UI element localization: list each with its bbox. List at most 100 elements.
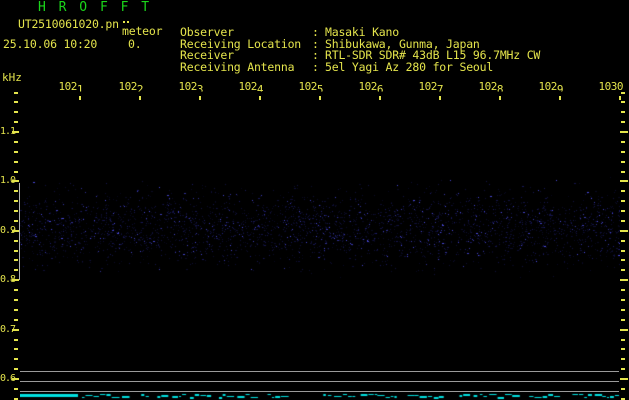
x-axis-label: 1027 (418, 80, 444, 96)
y-axis-minor-tick (14, 140, 18, 143)
y-axis-minor-tick-right (621, 150, 625, 153)
y-axis-minor-tick (14, 387, 18, 390)
x-axis-label: 1029 (538, 80, 564, 96)
y-axis-minor-tick-right (621, 91, 625, 94)
y-axis-minor-tick (14, 397, 18, 400)
info-label: Receiving Antenna (180, 59, 295, 74)
y-axis-minor-tick-right (621, 348, 625, 351)
y-axis-major-tick-right (620, 131, 628, 134)
info-value: Shibukawa, Gunma, Japan (325, 36, 480, 51)
y-axis-minor-tick (14, 121, 18, 124)
y-axis-minor-tick-right (621, 210, 625, 213)
x-axis-label: 1030 (598, 80, 624, 93)
y-axis-major-tick-right (620, 229, 628, 232)
y-axis-major-tick-right (620, 279, 628, 282)
y-axis-minor-tick-right (621, 101, 625, 104)
y-axis-minor-tick-right (621, 140, 625, 143)
y-axis-label: 0.9 (0, 224, 16, 236)
bottom-separator-line (20, 371, 619, 372)
y-axis-minor-tick-right (621, 190, 625, 193)
y-axis-minor-tick (14, 219, 18, 222)
file-name-label: UT2510061020.pn (18, 17, 119, 31)
y-axis-minor-tick (14, 150, 18, 153)
y-axis-unit-label: kHz (2, 71, 22, 84)
x-minute-tick (379, 96, 381, 100)
y-axis-minor-tick (14, 111, 18, 114)
bottom-separator-line (20, 391, 619, 392)
y-axis-major-tick (12, 229, 19, 232)
echo-count-label: 0. (128, 37, 142, 51)
y-axis-minor-tick-right (621, 397, 625, 400)
y-axis-major-tick-right (620, 180, 628, 183)
y-axis-minor-tick-right (621, 358, 625, 361)
y-axis-minor-tick-right (621, 170, 625, 173)
info-label: Receiving Location (180, 36, 302, 51)
y-axis-major-tick (12, 180, 19, 183)
bottom-separator-line (20, 381, 619, 382)
y-axis-minor-tick (14, 338, 18, 341)
info-value: RTL-SDR SDR# 43dB L15 96.7MHz CW (325, 48, 541, 63)
info-separator: : (312, 48, 319, 63)
x-minute-tick (139, 96, 141, 100)
y-axis-major-tick (12, 279, 19, 282)
y-axis-minor-tick (14, 91, 18, 94)
info-value: Masaki Kano (325, 25, 399, 40)
y-axis-minor-tick-right (621, 387, 625, 390)
station-info: Observer: Masaki Kano Receiving Location:… (180, 4, 540, 74)
y-axis-minor-tick (14, 160, 18, 163)
y-axis-label: 1.0 (0, 175, 16, 187)
info-label: Receiver (180, 48, 234, 63)
x-axis-label: 1022 (118, 80, 144, 96)
x-minute-tick (319, 96, 321, 100)
info-separator: : (312, 36, 319, 51)
y-axis-minor-tick-right (621, 269, 625, 272)
y-axis-minor-tick (14, 210, 18, 213)
info-row-receiver: Receiver: RTL-SDR SDR# 43dB L15 96.7MHz C… (180, 50, 540, 62)
y-axis-minor-tick (14, 298, 18, 301)
y-axis-minor-tick-right (621, 219, 625, 222)
info-separator: : (312, 59, 319, 74)
y-axis-label: 0.6 (0, 373, 16, 385)
left-edge-marker-line (19, 183, 20, 280)
x-minute-tick (199, 96, 201, 100)
x-minute-tick (559, 96, 561, 100)
x-minute-tick (499, 96, 501, 100)
y-axis-label: 0.7 (0, 323, 16, 335)
info-label: Observer (180, 25, 234, 40)
datetime-label: 25.10.06 10:20 (3, 37, 98, 51)
y-axis-major-tick (12, 131, 19, 134)
y-axis-minor-tick (14, 200, 18, 203)
y-axis-minor-tick (14, 259, 18, 262)
file-ext-remnant (123, 21, 125, 23)
y-axis-minor-tick (14, 190, 18, 193)
y-axis-minor-tick (14, 368, 18, 371)
spectrogram-canvas (20, 92, 620, 400)
y-axis-minor-tick (14, 269, 18, 272)
info-row-location: Receiving Location: Shibukawa, Gunma, Jap… (180, 36, 480, 51)
y-axis-minor-tick (14, 101, 18, 104)
info-row-observer: Observer: Masaki Kano (180, 27, 399, 39)
x-axis-label: 1024 (238, 80, 264, 96)
y-axis-label: 1.1 (0, 126, 16, 138)
y-axis-minor-tick (14, 249, 18, 252)
y-axis-minor-tick-right (621, 239, 625, 242)
info-separator: : (312, 25, 319, 40)
y-axis-minor-tick-right (621, 249, 625, 252)
y-axis-minor-tick-right (621, 289, 625, 292)
x-minute-tick (439, 96, 441, 100)
y-axis-minor-tick-right (621, 200, 625, 203)
y-axis-minor-tick-right (621, 308, 625, 311)
y-axis-minor-tick (14, 348, 18, 351)
x-axis-label: 1021 (58, 80, 84, 96)
x-minute-tick (619, 96, 621, 100)
info-row-antenna: Receiving Antenna:5el Yagi Az 280 for Se… (180, 59, 493, 74)
y-axis-label: 0.8 (0, 274, 16, 286)
y-axis-minor-tick (14, 170, 18, 173)
y-axis-major-tick (12, 328, 19, 331)
y-axis-minor-tick-right (621, 338, 625, 341)
y-axis-minor-tick-right (621, 318, 625, 321)
app-title: H R O F F T (38, 0, 152, 15)
x-minute-tick (79, 96, 81, 100)
x-axis-label: 1023 (178, 80, 204, 96)
